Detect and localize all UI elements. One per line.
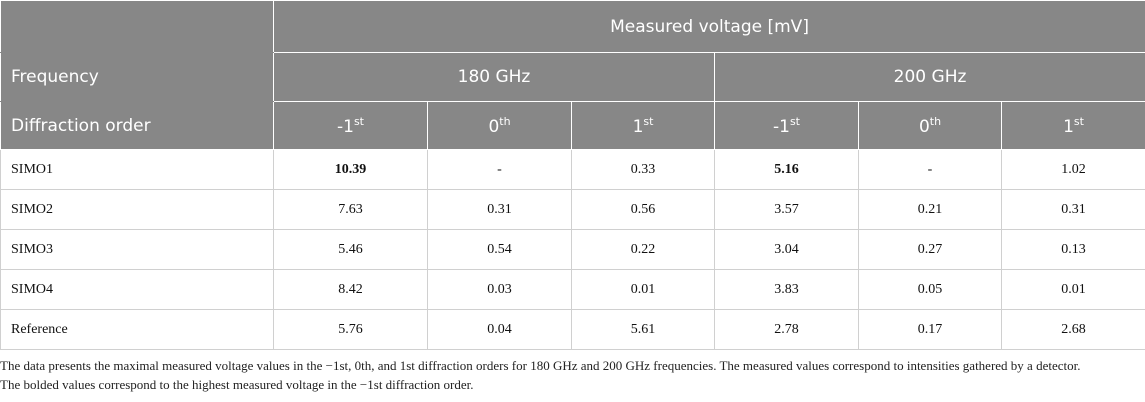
row-label: SIMO2 <box>0 189 274 230</box>
group-header: Measured voltage [mV] <box>272 0 1145 53</box>
value-cell: 2.68 <box>1000 309 1145 350</box>
value-cell: 0.03 <box>427 269 572 310</box>
row-label: Reference <box>0 309 274 350</box>
value-cell: 0.13 <box>1000 229 1145 270</box>
data-table: Measured voltage [mV] Frequency 180 GHz … <box>0 0 1145 350</box>
value-cell: 0.21 <box>858 189 1002 230</box>
value-cell: 0.05 <box>858 269 1002 310</box>
frequency-label: Frequency <box>0 52 274 102</box>
value-cell: 0.33 <box>571 149 715 190</box>
value-cell: 5.61 <box>571 309 715 350</box>
value-cell: 1.02 <box>1000 149 1145 190</box>
order-header: -1st <box>714 101 859 150</box>
order-suffix: st <box>1073 114 1084 128</box>
note: The data presents the maximal measured v… <box>0 358 1081 373</box>
note: The bolded values correspond to the high… <box>0 377 474 392</box>
table-row: SIMO1 10.39-0.33 5.16-1.02 <box>0 149 1145 190</box>
value-cell: 2.78 <box>714 309 859 350</box>
value-cell: 0.31 <box>1000 189 1145 230</box>
value-cell: 7.63 <box>273 189 428 230</box>
order-header: 0th <box>858 101 1002 150</box>
row-label: SIMO3 <box>0 229 274 270</box>
value-cell: 0.54 <box>427 229 572 270</box>
order-suffix: th <box>929 114 942 128</box>
order-header: -1st <box>273 101 428 150</box>
value-cell: 0.01 <box>1000 269 1145 310</box>
value-cell: 0.17 <box>858 309 1002 350</box>
frequency-header: 180 GHz <box>273 52 715 102</box>
table-header: Measured voltage [mV] Frequency 180 GHz … <box>0 0 1145 150</box>
header-cell <box>0 0 274 53</box>
order-header: 1st <box>571 101 715 150</box>
value-cell: 0.01 <box>571 269 715 310</box>
frequency-header: 200 GHz <box>713 52 1145 102</box>
order-base: 1 <box>632 116 644 137</box>
order-base: 1 <box>1063 116 1074 137</box>
order-suffix: st <box>789 114 800 128</box>
table-row: SIMO3 5.46 0.54 0.22 3.04 0.27 0.13 <box>0 229 1145 270</box>
row-label: SIMO1 <box>0 149 274 190</box>
order-suffix: st <box>353 114 364 128</box>
table-row: Reference 5.76 0.04 5.61 2.78 0.17 2.68 <box>0 309 1145 350</box>
value-cell: 10.39 <box>273 149 428 190</box>
order-base: -1 <box>337 116 354 137</box>
value-cell: 0.31 <box>427 189 572 230</box>
value-cell: - <box>427 149 572 190</box>
table-body: SIMO1 10.39-0.33 5.16-1.02 SIMO2 7.63 0.31 0.5… <box>0 149 1145 350</box>
value-cell: - <box>858 149 1002 190</box>
order-base: 0 <box>488 116 500 137</box>
order-base: -1 <box>773 116 790 137</box>
value-cell: 0.27 <box>858 229 1002 270</box>
notes: The data presents the maximal measured v… <box>0 356 1145 394</box>
order-base: 0 <box>918 116 930 137</box>
value-cell: 3.57 <box>714 189 859 230</box>
value-cell: 8.42 <box>273 269 428 310</box>
order-label: Diffraction order <box>0 101 274 150</box>
table-row: SIMO2 7.63 0.31 0.56 3.57 0.21 0.31 <box>0 189 1145 230</box>
row-label: SIMO4 <box>0 269 274 310</box>
value-cell: 5.76 <box>273 309 428 350</box>
table-row: SIMO4 8.42 0.03 0.01 3.83 0.05 0.01 <box>0 269 1145 310</box>
value-cell: 0.04 <box>427 309 572 350</box>
value-cell: 5.16 <box>714 149 859 190</box>
value-cell: 3.83 <box>714 269 859 310</box>
value-cell: 5.46 <box>273 229 428 270</box>
order-header: 0th <box>427 101 572 150</box>
order-suffix: th <box>499 114 511 128</box>
order-header: 1st <box>1000 101 1145 150</box>
value-cell: 3.04 <box>714 229 859 270</box>
value-cell: 0.56 <box>571 189 715 230</box>
order-suffix: st <box>643 114 654 128</box>
value-cell: 0.22 <box>571 229 715 270</box>
